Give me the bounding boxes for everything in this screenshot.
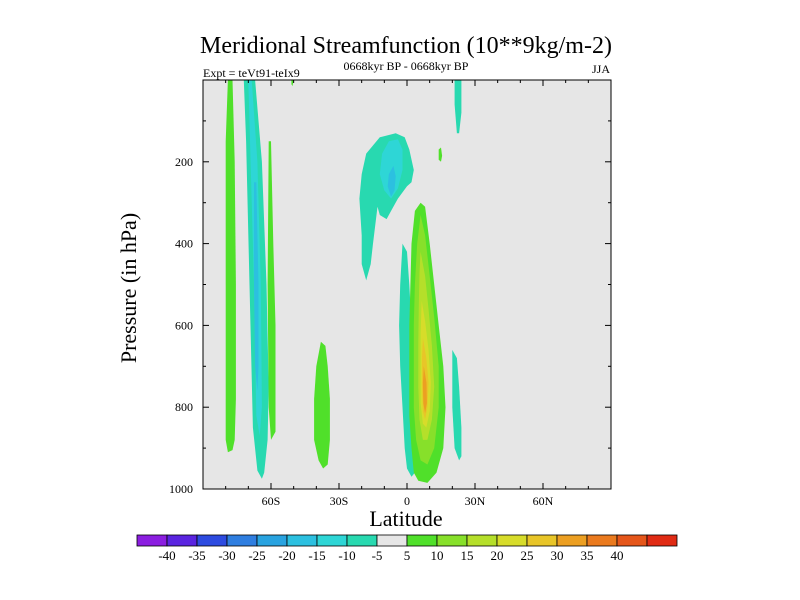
x-axis-label: Latitude bbox=[369, 506, 442, 531]
colorbar-label: 15 bbox=[461, 548, 474, 563]
nh-subtropic-strip bbox=[452, 349, 462, 461]
x-tick-label: 30S bbox=[330, 494, 349, 508]
sh-green-column bbox=[225, 80, 236, 453]
colorbar-label: 25 bbox=[521, 548, 534, 563]
x-tick-label: 30N bbox=[465, 494, 486, 508]
sh-green-band-outer bbox=[267, 141, 276, 440]
colorbar-swatch bbox=[556, 534, 588, 547]
colorbar-swatch bbox=[526, 534, 558, 547]
colorbar-label: -10 bbox=[338, 548, 355, 563]
colorbar-swatch bbox=[136, 534, 168, 547]
chart-title: Meridional Streamfunction (10**9kg/m-2) bbox=[200, 33, 612, 59]
colorbar-swatch bbox=[226, 534, 258, 547]
nh-upper-green-strip bbox=[438, 147, 443, 162]
colorbar-label: -35 bbox=[188, 548, 205, 563]
colorbar-label: 20 bbox=[491, 548, 504, 563]
hadley-cell-30 bbox=[422, 366, 427, 414]
chart-season: JJA bbox=[592, 62, 610, 76]
colorbar-swatch bbox=[586, 534, 618, 547]
y-tick-label: 600 bbox=[175, 318, 193, 332]
colorbar-swatch bbox=[376, 534, 408, 547]
colorbar-label: 40 bbox=[611, 548, 624, 563]
colorbar-label: -40 bbox=[158, 548, 175, 563]
x-tick-label: 60N bbox=[533, 494, 554, 508]
colorbar-label: 30 bbox=[551, 548, 564, 563]
colorbar-swatch bbox=[646, 534, 678, 547]
colorbar-swatch bbox=[616, 534, 648, 547]
colorbar-swatch bbox=[166, 534, 198, 547]
y-tick-label: 1000 bbox=[169, 482, 193, 496]
colorbar-swatch bbox=[196, 534, 228, 547]
upper-cell-core bbox=[387, 165, 396, 197]
colorbar-label: -5 bbox=[372, 548, 383, 563]
chart-experiment: Expt = teVt91-teIx9 bbox=[203, 66, 300, 80]
colorbar-swatch bbox=[436, 534, 468, 547]
colorbar-swatch bbox=[346, 534, 378, 547]
colorbar-swatch bbox=[286, 534, 318, 547]
nh-top-strip bbox=[454, 80, 462, 134]
nh-top-green-small bbox=[291, 80, 294, 87]
colorbar-label: -25 bbox=[248, 548, 265, 563]
sh-blue-column-core bbox=[254, 182, 259, 391]
x-tick-label: 60S bbox=[262, 494, 281, 508]
colorbar-label: 35 bbox=[581, 548, 594, 563]
colorbar-label: -30 bbox=[218, 548, 235, 563]
sh-green-blob bbox=[314, 341, 330, 469]
colorbar-swatch bbox=[466, 534, 498, 547]
colorbar-swatch bbox=[406, 534, 438, 547]
colorbar-label: 5 bbox=[404, 548, 411, 563]
chart-subtitle: 0668kyr BP - 0668kyr BP bbox=[344, 59, 469, 73]
y-axis-label: Pressure (in hPa) bbox=[116, 213, 141, 363]
upper-cell-inner bbox=[379, 139, 403, 199]
colorbar: -40 -35 -30 -25 -20 -15 -10 -5 5 10 15 20 25 30 35 40 bbox=[136, 534, 678, 563]
colorbar-label: -20 bbox=[278, 548, 295, 563]
y-tick-label: 400 bbox=[175, 237, 193, 251]
colorbar-swatch bbox=[316, 534, 348, 547]
y-tick-label: 800 bbox=[175, 400, 193, 414]
plot-area: 60S 30S 0 30N 60N 200 400 600 800 1000 bbox=[169, 79, 612, 508]
colorbar-label: -15 bbox=[308, 548, 325, 563]
x-tick-label: 0 bbox=[404, 494, 410, 508]
colorbar-label: 10 bbox=[431, 548, 444, 563]
colorbar-swatch bbox=[496, 534, 528, 547]
colorbar-swatch bbox=[256, 534, 288, 547]
y-tick-label: 200 bbox=[175, 155, 193, 169]
contour-fills bbox=[225, 80, 462, 483]
